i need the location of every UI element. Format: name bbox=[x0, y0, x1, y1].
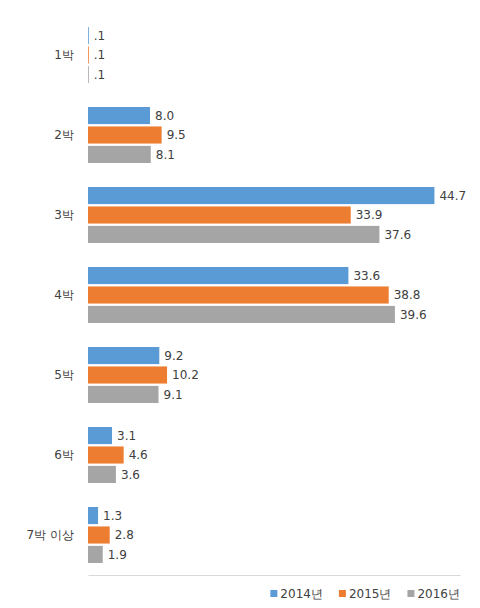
data-label: 1.9 bbox=[108, 548, 127, 562]
series-bars bbox=[88, 27, 434, 524]
data-label: 8.0 bbox=[155, 109, 174, 123]
bar bbox=[88, 66, 89, 83]
bar bbox=[88, 427, 112, 444]
data-labels: .1 8.0 44.7 33.6 9.2 3.1 1.3 .1 9.5 33.9 38.8 10.2 4… bbox=[94, 29, 466, 562]
axis-line bbox=[89, 575, 461, 576]
value-axis bbox=[89, 575, 461, 576]
tick: 1박 bbox=[54, 48, 88, 62]
legend-swatch bbox=[407, 590, 414, 597]
bars bbox=[88, 27, 434, 563]
bar bbox=[88, 507, 98, 524]
tick-label: 6박 bbox=[54, 448, 74, 462]
data-label: 44.7 bbox=[439, 189, 466, 203]
data-label: 10.2 bbox=[172, 368, 199, 382]
bar bbox=[88, 306, 395, 323]
chart: .1 8.0 44.7 33.6 9.2 3.1 1.3 .1 9.5 33.9 38.8 10.2 4… bbox=[0, 0, 480, 608]
bar bbox=[88, 187, 434, 204]
tick: 7박 이상 bbox=[27, 528, 88, 542]
data-label: 4.6 bbox=[129, 448, 148, 462]
bar bbox=[88, 386, 159, 403]
bar bbox=[88, 446, 124, 463]
category-axis: 1박 2박 3박 4박 5박 6박 7박 이상 bbox=[27, 48, 88, 542]
bar bbox=[88, 267, 348, 284]
bar bbox=[88, 27, 89, 44]
data-label: 9.2 bbox=[164, 349, 183, 363]
bar bbox=[88, 366, 167, 383]
data-label: 39.6 bbox=[400, 308, 427, 322]
legend-label: 2015년 bbox=[349, 587, 392, 601]
bar bbox=[88, 286, 389, 303]
data-label: 33.6 bbox=[353, 269, 380, 283]
data-label: 3.6 bbox=[121, 468, 140, 482]
bar bbox=[88, 226, 379, 243]
legend-item: 2015년 bbox=[339, 587, 392, 601]
data-label: .1 bbox=[94, 29, 105, 43]
tick: 2박 bbox=[54, 128, 88, 142]
bar bbox=[88, 46, 89, 63]
data-label: 9.5 bbox=[167, 128, 186, 142]
data-label: 2.8 bbox=[115, 528, 134, 542]
bar bbox=[88, 107, 150, 124]
series-bars bbox=[88, 66, 395, 563]
tick-label: 3박 bbox=[54, 208, 74, 222]
data-label: 9.1 bbox=[164, 388, 183, 402]
legend-swatch bbox=[339, 590, 346, 597]
legend-swatch bbox=[270, 590, 277, 597]
bar bbox=[88, 526, 110, 543]
tick-label: 4박 bbox=[54, 288, 74, 302]
legend-label: 2014년 bbox=[280, 587, 323, 601]
bar bbox=[88, 466, 116, 483]
data-label: 1.3 bbox=[103, 509, 122, 523]
legend-label: 2016년 bbox=[417, 587, 460, 601]
bar bbox=[88, 347, 159, 364]
series-bars bbox=[88, 46, 389, 543]
tick: 5박 bbox=[54, 368, 88, 382]
tick-label: 1박 bbox=[54, 48, 74, 62]
data-label: .1 bbox=[94, 48, 105, 62]
data-label: 38.8 bbox=[394, 288, 421, 302]
bar bbox=[88, 146, 151, 163]
data-label: 33.9 bbox=[356, 208, 383, 222]
plot: .1 8.0 44.7 33.6 9.2 3.1 1.3 .1 9.5 33.9 38.8 10.2 4… bbox=[27, 27, 467, 576]
data-label: .1 bbox=[94, 68, 105, 82]
bar bbox=[88, 206, 351, 223]
tick: 3박 bbox=[54, 208, 88, 222]
legend-item: 2016년 bbox=[407, 587, 460, 601]
bar bbox=[88, 546, 103, 563]
tick: 4박 bbox=[54, 288, 88, 302]
tick-label: 5박 bbox=[54, 368, 74, 382]
tick-label: 2박 bbox=[54, 128, 74, 142]
tick-label: 7박 이상 bbox=[27, 528, 74, 542]
data-label: 3.1 bbox=[117, 429, 136, 443]
data-label: 37.6 bbox=[384, 228, 411, 242]
bar bbox=[88, 126, 162, 143]
data-label: 8.1 bbox=[156, 148, 175, 162]
legend: 2014년 2015년 2016년 bbox=[270, 587, 460, 601]
tick: 6박 bbox=[54, 448, 88, 462]
legend-item: 2014년 bbox=[270, 587, 323, 601]
